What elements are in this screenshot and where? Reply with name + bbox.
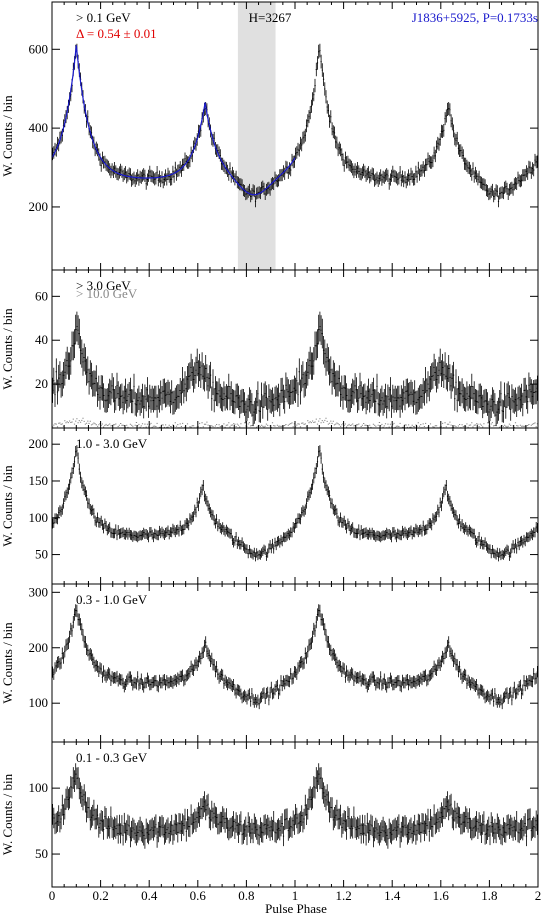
peak-separation-label: Δ = 0.54 ± 0.01: [76, 26, 157, 41]
x-axis-label: Pulse Phase: [265, 901, 327, 914]
x-tick-label: 0.4: [141, 888, 158, 903]
x-tick-label: 1.8: [481, 888, 497, 903]
y-tick-label: 50: [35, 547, 48, 562]
x-tick-label: 2: [535, 888, 542, 903]
profile-histogram: [52, 50, 538, 202]
y-axis-label: W. Counts / bin: [0, 465, 15, 547]
profile-histogram: [52, 450, 538, 558]
panel-frame: [51, 583, 539, 743]
x-tick-label: 0.8: [238, 888, 254, 903]
y-tick-label: 60: [35, 288, 48, 303]
x-tick-label: 1: [292, 888, 299, 903]
profile-histogram: [52, 610, 538, 705]
y-axis-label: W. Counts / bin: [0, 95, 15, 177]
y-tick-label: 100: [29, 510, 49, 525]
panel-frame: [51, 427, 539, 585]
x-tick-label: 1.2: [335, 888, 351, 903]
y-tick-label: 20: [35, 376, 48, 391]
energy-range-label: 0.1 - 0.3 GeV: [76, 750, 148, 765]
profile-error-bars: [52, 311, 538, 427]
y-axis-label: W. Counts / bin: [0, 622, 15, 704]
energy-range-label: > 3.0 GeV: [76, 278, 131, 293]
energy-range-label: > 0.1 GeV: [76, 10, 131, 25]
y-axis-label: W. Counts / bin: [0, 773, 15, 855]
x-tick-label: 0: [49, 888, 56, 903]
profile-error-bars: [52, 763, 538, 849]
x-tick-label: 0.2: [92, 888, 108, 903]
y-tick-label: 400: [29, 120, 49, 135]
energy-range-label-secondary: > 10.0 GeV: [76, 286, 138, 301]
profile-error-bars: [52, 445, 538, 562]
fit-model-curve: [51, 45, 296, 196]
x-tick-label: 1.4: [384, 888, 401, 903]
panel-4: [51, 583, 539, 743]
y-axis-label: W. Counts / bin: [0, 308, 15, 390]
energy-range-label: 1.0 - 3.0 GeV: [76, 436, 148, 451]
energy-range-label: 0.3 - 1.0 GeV: [76, 592, 148, 607]
panel-1: [51, 1, 539, 271]
profile-error-bars: [52, 604, 538, 710]
y-tick-label: 150: [29, 473, 49, 488]
y-tick-label: 100: [29, 780, 49, 795]
on-peak-shaded-region: [237, 2, 276, 270]
y-tick-label: 300: [29, 584, 49, 599]
panel-3: [51, 427, 539, 585]
profile-histogram: [52, 773, 538, 840]
y-tick-label: 200: [29, 436, 49, 451]
y-tick-label: 100: [29, 695, 49, 710]
panel-5: [51, 741, 539, 888]
y-tick-label: 40: [35, 332, 48, 347]
y-tick-label: 200: [29, 199, 49, 214]
x-tick-label: 0.6: [190, 888, 207, 903]
pulsar-label: J1836+5925, P=0.1733s: [412, 10, 538, 25]
y-tick-label: 50: [35, 846, 48, 861]
x-tick-label: 1.6: [433, 888, 450, 903]
profile-histogram: [52, 326, 538, 416]
y-tick-label: 200: [29, 640, 49, 655]
y-tick-label: 600: [29, 41, 49, 56]
panel-frame: [51, 1, 539, 271]
h-test-label: H=3267: [249, 10, 292, 25]
profile-error-bars: [52, 43, 538, 208]
